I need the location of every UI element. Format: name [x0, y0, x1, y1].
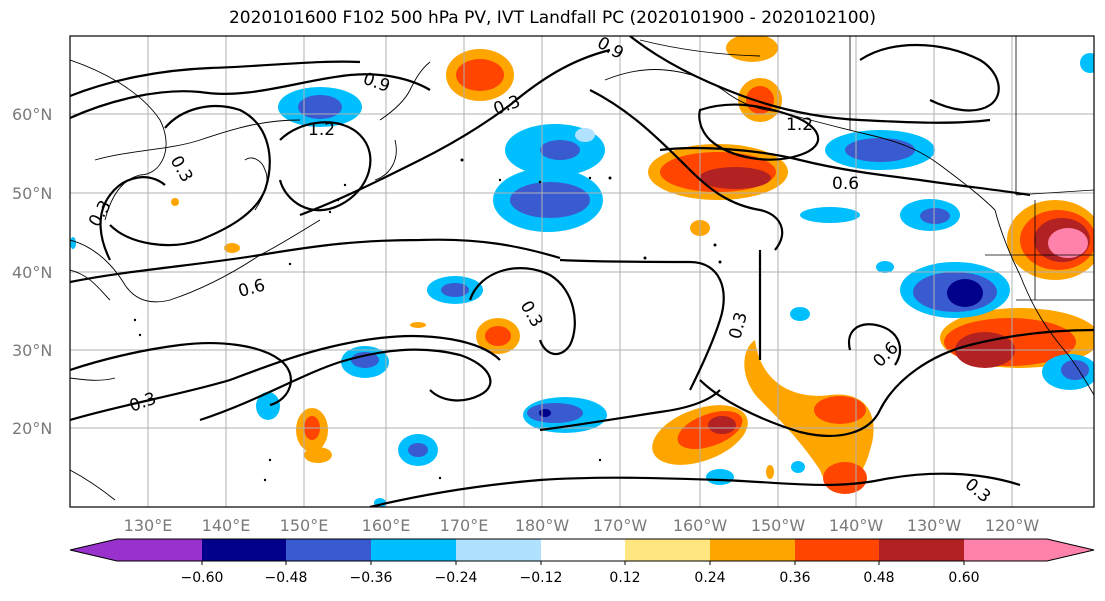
contour-label: 1.2: [308, 120, 335, 140]
colorbar-cell: [541, 539, 625, 561]
colorbar-outline: [69, 538, 1095, 562]
colorbar-cells: [70, 539, 1094, 561]
contour-lines: [70, 36, 1094, 507]
lon-label: 170°W: [593, 516, 648, 535]
gridlines: [70, 36, 1094, 507]
colorbar-tick-label: −0.24: [435, 570, 478, 586]
contour-label: 0.6: [869, 338, 902, 371]
contour-label: 1.2: [786, 115, 813, 135]
lat-label: 60°N: [12, 105, 52, 124]
islands: [133, 158, 722, 482]
colorbar-cell: [286, 539, 371, 561]
map-plot-area: 0.9 0.3 1.2 0.3 0.3 0.6 0.9 1.2 0.6 0.3 …: [70, 33, 1094, 508]
colorbar-cell: [795, 539, 879, 561]
map-title: 2020101600 F102 500 hPa PV, IVT Landfall…: [228, 8, 876, 28]
negative-anomaly: [70, 53, 1094, 507]
longitude-axis: 130°E 140°E 150°E 160°E 170°E 180°W 170°…: [124, 516, 1040, 535]
colorbar-cell: [879, 539, 964, 561]
colorbar-tick-label: 0.48: [863, 570, 894, 586]
contour-label: 0.6: [236, 276, 267, 302]
lon-label: 150°W: [751, 516, 806, 535]
lon-label: 130°E: [124, 516, 173, 535]
colorbar-tick-label: −0.48: [265, 570, 308, 586]
contour-label: 0.3: [726, 310, 752, 341]
colorbar-cell: [70, 539, 202, 561]
colorbar-tick-label: 0.12: [609, 570, 640, 586]
contour-label: 0.6: [832, 174, 859, 194]
colorbar-tick-label: −0.12: [520, 570, 563, 586]
lon-label: 140°E: [202, 516, 251, 535]
colorbar-tick-label: 0.60: [948, 570, 979, 586]
lon-label: 150°E: [280, 516, 329, 535]
lat-label: 50°N: [12, 184, 52, 203]
colorbar-cell: [710, 539, 795, 561]
colorbar: −0.60 −0.48 −0.36 −0.24 −0.12 0.12 0.24 …: [69, 538, 1095, 586]
lon-label: 180°W: [515, 516, 570, 535]
contour-label: 0.3: [166, 153, 197, 186]
lon-label: 170°E: [440, 516, 489, 535]
contour-label: 0.9: [594, 33, 627, 64]
colorbar-tick-label: −0.60: [181, 570, 224, 586]
colorbar-cell: [371, 539, 456, 561]
lon-label: 140°W: [829, 516, 884, 535]
colorbar-cell: [456, 539, 541, 561]
borders: [849, 36, 1094, 301]
lat-label: 30°N: [12, 341, 52, 360]
colorbar-cell: [202, 539, 286, 561]
shaded-anomalies: [70, 36, 1094, 507]
latitude-axis: 60°N 50°N 40°N 30°N 20°N: [12, 105, 52, 438]
lat-label: 20°N: [12, 419, 52, 438]
lon-label: 160°W: [673, 516, 728, 535]
contour-label: 0.9: [360, 69, 392, 97]
lon-label: 160°E: [362, 516, 411, 535]
contour-label: 0.3: [127, 389, 159, 417]
colorbar-tick-label: 0.24: [694, 570, 725, 586]
colorbar-cell: [964, 539, 1094, 561]
positive-anomaly: [171, 36, 1094, 494]
coastlines: [70, 39, 1094, 501]
colorbar-cell: [625, 539, 710, 561]
lon-label: 130°W: [907, 516, 962, 535]
contour-label: 0.3: [961, 475, 995, 508]
plot-frame: [69, 35, 1095, 508]
colorbar-tick-label: 0.36: [779, 570, 810, 586]
colorbar-ticks: [201, 561, 965, 565]
lon-label: 120°W: [985, 516, 1040, 535]
lat-label: 40°N: [12, 263, 52, 282]
colorbar-tick-label: −0.36: [350, 570, 393, 586]
